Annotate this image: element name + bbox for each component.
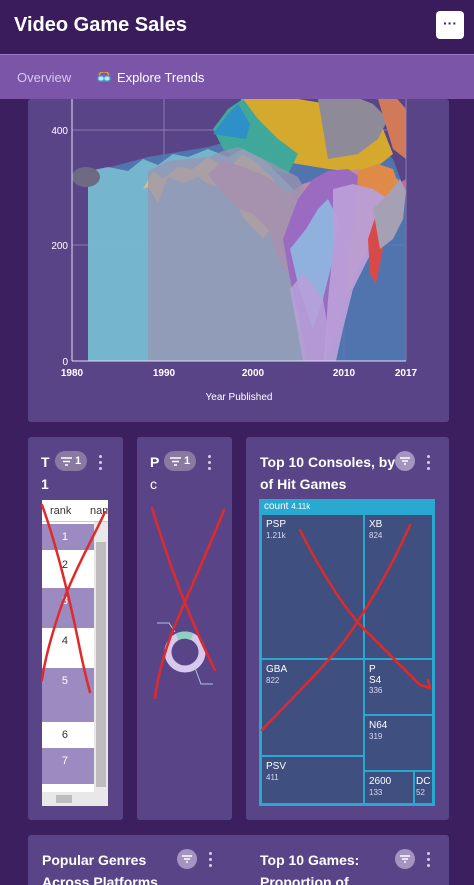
- card-a-menu-icon[interactable]: [99, 455, 103, 473]
- treemap-tile-gba[interactable]: GBA 822: [261, 659, 364, 756]
- scrollbar-thumb[interactable]: [96, 542, 106, 787]
- table-row[interactable]: 6: [42, 722, 94, 748]
- y-tick-label: 200: [51, 241, 68, 252]
- treemap-tile-dc[interactable]: DC 52: [414, 771, 433, 804]
- card-b-menu-icon[interactable]: [208, 455, 212, 473]
- card-a-title-fragment: 1: [41, 476, 49, 492]
- filter-button[interactable]: [395, 451, 415, 471]
- treemap-tile-2600[interactable]: 2600 133: [364, 771, 414, 804]
- x-axis-title: Year Published: [206, 392, 273, 403]
- card-d-title: Popular Genres Across Platforms: [42, 852, 158, 885]
- table-header: rank nam: [42, 500, 108, 522]
- column-header-rank[interactable]: rank: [50, 505, 72, 517]
- tab-explore-trends[interactable]: Explore Trends: [96, 70, 204, 85]
- filter-icon: [400, 855, 410, 863]
- filter-badge[interactable]: 1: [55, 451, 88, 471]
- filter-icon: [400, 457, 410, 465]
- popular-genres-card: [28, 835, 259, 885]
- filter-button[interactable]: [177, 849, 197, 869]
- area-salmon-top: [378, 99, 406, 159]
- tab-explore-trends-label: Explore Trends: [117, 70, 205, 85]
- card-c-title: Top 10 Consoles, by # of Hit Games: [260, 454, 407, 492]
- page-title: Video Game Sales: [14, 14, 188, 36]
- card-b-title-fragment: c: [150, 476, 157, 492]
- treemap-tile-n64[interactable]: N64 319: [364, 715, 433, 771]
- treemap-root-label: count 4.11k: [264, 501, 311, 512]
- x-tick-label: 1990: [153, 368, 176, 379]
- area-lavender-bottom: [290, 274, 328, 361]
- card-d-menu-icon[interactable]: [209, 852, 213, 870]
- more-menu-button[interactable]: ···: [436, 11, 464, 39]
- card-b-title-fragment: P: [150, 454, 160, 470]
- table-row[interactable]: 1: [42, 524, 94, 550]
- y-tick-label: 0: [62, 357, 68, 368]
- card-c-menu-icon[interactable]: [427, 455, 431, 473]
- filter-icon: [182, 855, 192, 863]
- x-tick-label: 2017: [395, 368, 418, 379]
- table-row[interactable]: 2: [42, 552, 94, 578]
- area-grey-left: [72, 167, 100, 187]
- treemap-tile-psp[interactable]: PSP 1.21k: [261, 514, 364, 659]
- filter-button[interactable]: [395, 849, 415, 869]
- area-cyan: [213, 104, 250, 139]
- card-e-title: Top 10 Games: Proportion of: [260, 852, 360, 885]
- table-row[interactable]: 7: [42, 748, 94, 784]
- area-grey-right: [373, 179, 406, 249]
- card-e-menu-icon[interactable]: [427, 852, 431, 870]
- top-games-proportion-card: [246, 835, 449, 885]
- treemap-tile-ps4[interactable]: P S4 336: [364, 659, 433, 715]
- tab-overview[interactable]: Overview: [17, 70, 72, 85]
- scrollbar-thumb[interactable]: [56, 795, 72, 803]
- sales-trend-chart: 400 200 0 1980 1990 2000 2010 2017 Year …: [51, 99, 418, 403]
- tab-bar: Overview Explore Trends: [0, 54, 474, 99]
- top-games-table[interactable]: rank nam 1 2 3 4 5 6 7: [42, 500, 108, 806]
- table-row[interactable]: 3: [42, 588, 94, 628]
- filter-icon: [170, 456, 181, 466]
- vertical-scrollbar[interactable]: [94, 522, 108, 792]
- goggles-icon: [97, 71, 111, 82]
- filter-count: 1: [75, 455, 82, 467]
- x-tick-label: 2000: [242, 368, 265, 379]
- card-a-title-fragment: T: [41, 454, 50, 470]
- consoles-treemap[interactable]: count 4.11k PSP 1.21k XB 824 GBA 822 P S4…: [259, 499, 435, 806]
- x-tick-label: 1980: [61, 368, 84, 379]
- treemap-tile-xb[interactable]: XB 824: [364, 514, 433, 659]
- treemap-tile-psv[interactable]: PSV 411: [261, 756, 364, 804]
- horizontal-scrollbar[interactable]: [42, 792, 108, 806]
- filter-count: 1: [184, 455, 191, 467]
- area-grey-top: [318, 99, 388, 159]
- filter-icon: [61, 456, 72, 466]
- table-row[interactable]: 4: [42, 628, 94, 654]
- platform-donut-chart: [157, 622, 213, 685]
- filter-badge[interactable]: 1: [164, 451, 197, 471]
- app-header: Video Game Sales ···: [0, 0, 474, 54]
- sales-trend-chart-card: 400 200 0 1980 1990 2000 2010 2017 Year …: [28, 99, 449, 422]
- x-tick-label: 2010: [333, 368, 356, 379]
- table-row[interactable]: 5: [42, 668, 94, 722]
- column-header-name[interactable]: nam: [90, 505, 108, 517]
- area-slate: [148, 147, 320, 361]
- y-tick-label: 400: [51, 126, 68, 137]
